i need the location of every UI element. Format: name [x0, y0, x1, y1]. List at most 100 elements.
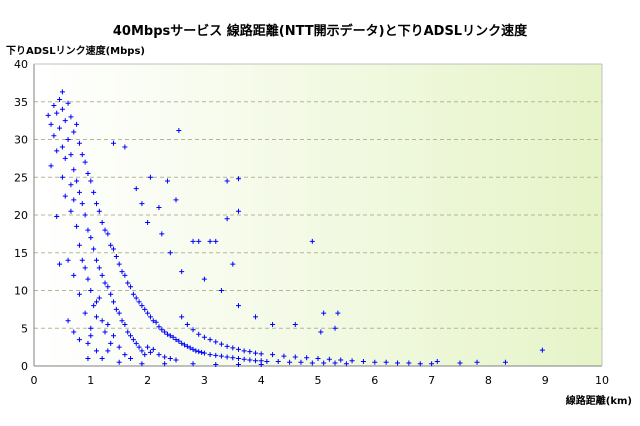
- y-tick-label: 10: [14, 285, 28, 298]
- data-point: [196, 238, 202, 244]
- data-point: [54, 110, 60, 116]
- data-point: [190, 361, 196, 367]
- data-point: [213, 361, 219, 367]
- data-point: [139, 201, 145, 207]
- x-tick-label: 0: [31, 374, 38, 387]
- data-point: [292, 354, 298, 360]
- data-point: [196, 331, 202, 337]
- data-point: [133, 186, 139, 192]
- data-point: [372, 359, 378, 365]
- data-point: [230, 261, 236, 267]
- data-point: [349, 358, 355, 364]
- data-point: [147, 174, 153, 180]
- data-point: [474, 359, 480, 365]
- data-point: [71, 197, 77, 203]
- data-point: [213, 238, 219, 244]
- data-point: [247, 349, 253, 355]
- data-point: [108, 291, 114, 297]
- data-point: [71, 272, 77, 278]
- data-point: [332, 360, 338, 366]
- data-point: [99, 272, 105, 278]
- data-point: [241, 356, 247, 362]
- data-point: [162, 361, 168, 367]
- data-point: [241, 348, 247, 354]
- data-point: [93, 257, 99, 263]
- data-point: [139, 303, 145, 309]
- data-point: [74, 223, 80, 229]
- data-point: [156, 352, 162, 358]
- data-point: [270, 321, 276, 327]
- data-point: [457, 360, 463, 366]
- data-point: [142, 352, 148, 358]
- data-point: [156, 204, 162, 210]
- data-point: [179, 340, 185, 346]
- data-point: [335, 310, 341, 316]
- data-point: [128, 284, 134, 290]
- data-point: [150, 346, 156, 352]
- x-axis-label: 線路距離(km): [565, 396, 632, 407]
- x-tick-label: 8: [485, 374, 492, 387]
- data-point: [145, 344, 151, 350]
- data-point: [71, 329, 77, 335]
- data-point: [128, 333, 134, 339]
- data-point: [321, 310, 327, 316]
- data-point: [71, 129, 77, 135]
- x-tick-label: 9: [542, 374, 549, 387]
- data-point: [96, 265, 102, 271]
- data-point: [111, 299, 117, 305]
- data-point: [360, 358, 366, 364]
- data-point: [190, 327, 196, 333]
- data-point: [51, 103, 57, 109]
- data-point: [395, 360, 401, 366]
- data-point: [76, 189, 82, 195]
- data-point: [253, 358, 259, 364]
- data-point: [167, 250, 173, 256]
- data-point: [253, 314, 259, 320]
- data-point: [71, 167, 77, 173]
- data-point: [153, 319, 159, 325]
- data-point: [281, 353, 287, 359]
- data-point: [139, 361, 145, 367]
- data-point: [48, 163, 54, 169]
- data-point: [82, 159, 88, 165]
- data-point: [139, 348, 145, 354]
- data-point: [68, 152, 74, 158]
- data-point: [136, 299, 142, 305]
- y-tick-label: 35: [14, 96, 28, 109]
- data-point: [218, 288, 224, 293]
- data-point: [136, 344, 142, 350]
- data-point: [57, 96, 63, 102]
- data-point: [133, 340, 139, 346]
- data-point: [99, 355, 105, 361]
- data-point: [125, 329, 131, 335]
- data-point: [99, 318, 105, 324]
- data-point: [57, 261, 63, 267]
- data-point: [258, 351, 264, 357]
- data-point: [159, 231, 165, 237]
- data-point: [247, 357, 253, 363]
- data-point: [65, 318, 71, 324]
- tick-labels: 0 5 10 15 20 25 30 35 40 0 1 2 3 4 5 6 7 8 9 10: [14, 58, 609, 387]
- data-point: [193, 348, 199, 354]
- data-point: [99, 220, 105, 226]
- data-points: [45, 89, 545, 367]
- data-point: [113, 306, 119, 312]
- data-point: [93, 314, 99, 320]
- x-tick-label: 10: [595, 374, 609, 387]
- data-point: [315, 355, 321, 361]
- x-tick-label: 5: [315, 374, 322, 387]
- data-point: [85, 227, 91, 233]
- axes: [33, 63, 603, 367]
- data-point: [133, 295, 139, 301]
- data-point: [173, 337, 179, 343]
- data-point: [122, 272, 128, 278]
- x-tick-label: 2: [144, 374, 151, 387]
- data-point: [65, 257, 71, 263]
- data-point: [122, 144, 128, 150]
- data-point: [309, 238, 315, 244]
- data-point: [116, 344, 122, 350]
- data-point: [65, 137, 71, 142]
- data-point: [88, 325, 94, 331]
- y-tick-label: 15: [14, 247, 28, 260]
- data-point: [59, 106, 65, 112]
